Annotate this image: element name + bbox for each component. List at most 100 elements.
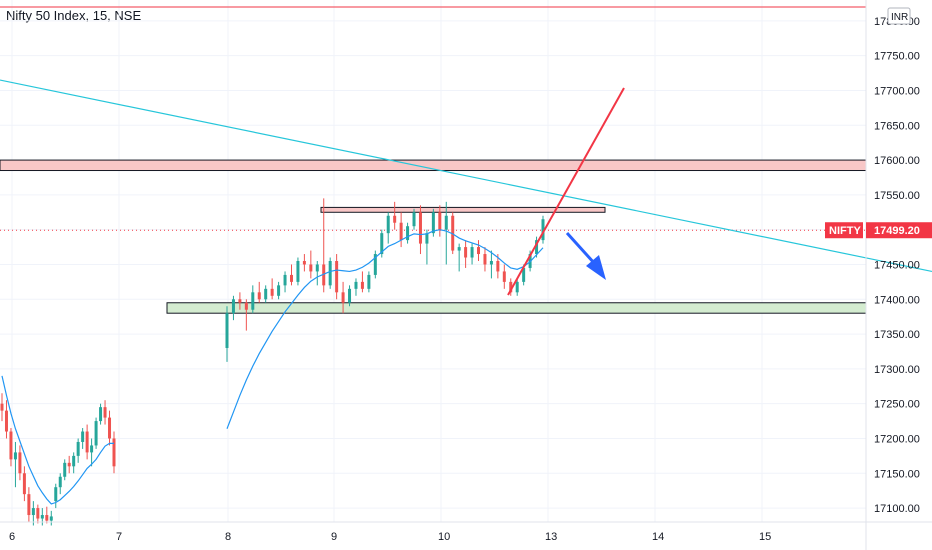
candle-body (444, 215, 448, 230)
downside-arrow-head (586, 255, 606, 280)
top-box (320, 206, 606, 213)
price-axis: 17800.0017750.0017700.0017650.0017600.00… (825, 0, 932, 550)
price-tick-label: 17650.00 (874, 120, 920, 132)
candle-body (399, 222, 403, 241)
current-price-badge (866, 222, 932, 239)
time-tick-label: 6 (9, 531, 15, 543)
candle-body (431, 212, 435, 234)
candle-body (103, 407, 107, 418)
candle-body (367, 274, 371, 289)
candle-body (45, 515, 49, 521)
candle-body (18, 452, 22, 474)
price-tick-label: 17450.00 (874, 259, 920, 271)
candle-body (58, 476, 62, 488)
time-tick-label: 13 (545, 531, 557, 543)
candle-body (112, 438, 116, 467)
candle-body (483, 254, 487, 265)
candle-body (348, 288, 352, 303)
candle-body (302, 261, 306, 265)
candle-body (315, 264, 319, 272)
candle-body (231, 299, 235, 314)
candle-body (238, 299, 242, 303)
candle-body (515, 281, 519, 293)
candle-body (335, 261, 339, 293)
price-tick-label: 17700.00 (874, 85, 920, 97)
candle-body (67, 462, 71, 467)
price-tick-label: 17750.00 (874, 51, 920, 63)
candle-body (31, 508, 35, 516)
symbol-label: NIFTY (829, 225, 861, 237)
candle-body (406, 226, 410, 241)
candle-body (81, 431, 85, 442)
candle-body (9, 431, 13, 460)
candle-body (477, 247, 481, 255)
candle-body (283, 274, 287, 286)
candle-body (72, 455, 76, 467)
time-tick-label: 9 (331, 531, 337, 543)
candle-body (40, 515, 44, 519)
candle-body (289, 274, 293, 282)
price-tick-label: 17550.00 (874, 190, 920, 202)
price-tick-label: 17300.00 (874, 364, 920, 376)
time-tick-label: 14 (652, 531, 664, 543)
downside-arrow-shaft (565, 231, 597, 266)
candle-body (4, 410, 8, 432)
price-tick-label: 17100.00 (874, 503, 920, 515)
time-tick-label: 15 (759, 531, 771, 543)
price-tick-label: 17150.00 (874, 468, 920, 480)
chart-title: Nifty 50 Index, 15, NSE (6, 8, 142, 23)
candle-body (489, 261, 493, 265)
candle-body (90, 445, 94, 453)
candle-body (270, 288, 274, 296)
candle-body (341, 292, 345, 303)
candle-body (496, 261, 500, 272)
price-tick-label: 17400.00 (874, 294, 920, 306)
time-tick-label: 7 (116, 531, 122, 543)
candle-body (309, 264, 313, 272)
overlays (0, 79, 932, 505)
candle-body (380, 233, 384, 255)
price-tick-label: 17350.00 (874, 329, 920, 341)
time-tick-label: 8 (225, 531, 231, 543)
candle-body (412, 212, 416, 227)
candle-body (22, 473, 26, 495)
candle-body (76, 441, 80, 456)
candle-body (36, 508, 40, 519)
candle-body (63, 462, 67, 477)
candle-body (99, 407, 103, 422)
candle-body (251, 292, 255, 310)
candle-body (85, 431, 89, 453)
candles (0, 198, 545, 526)
candle-body (451, 215, 455, 251)
candle-body (257, 292, 261, 300)
descending-trendline (0, 79, 932, 273)
support-zone (166, 302, 867, 314)
current-price-label: 17499.20 (874, 225, 920, 237)
candle-body (535, 240, 539, 255)
candle-body (49, 516, 53, 521)
candle-body (360, 281, 364, 289)
grid (0, 0, 866, 522)
breakout-arrow-line (507, 87, 625, 296)
candle-body (277, 285, 281, 296)
candle-body (373, 254, 377, 275)
candle-body (522, 267, 526, 282)
zones (0, 6, 867, 314)
candle-body (541, 219, 545, 241)
candle-body (264, 288, 268, 300)
candle-body (438, 212, 442, 230)
price-tick-label: 17200.00 (874, 433, 920, 445)
candle-body (502, 271, 506, 282)
candle-body (244, 302, 248, 310)
time-axis: 6 7 8 9 10 13 14 15 (0, 521, 932, 543)
candle-body (328, 261, 332, 286)
candle-body (509, 281, 513, 293)
candle-body (94, 421, 98, 446)
candle-body (108, 417, 112, 439)
candle-body (418, 212, 422, 244)
candle-body (464, 247, 468, 258)
price-tick-label: 17600.00 (874, 155, 920, 167)
candle-body (13, 452, 17, 460)
